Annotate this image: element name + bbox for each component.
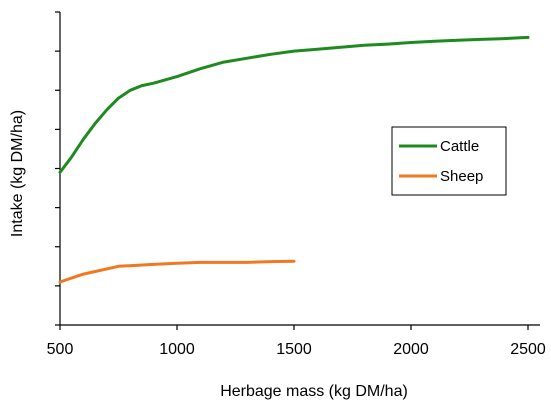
series-line-cattle <box>58 35 530 174</box>
chart-tick-labels: 500 1000 1500 2000 2500 <box>47 341 546 358</box>
y-axis-title: Intake (kg DM/ha) <box>9 110 26 237</box>
x-tick-label: 500 <box>47 341 74 358</box>
legend-box <box>391 126 507 196</box>
x-tick-label: 2500 <box>510 341 546 358</box>
legend-label-cattle: Cattle <box>440 138 479 155</box>
x-tick-label: 1000 <box>159 341 195 358</box>
x-tick-label: 1500 <box>276 341 312 358</box>
x-axis-title: Herbage mass (kg DM/ha) <box>220 383 408 400</box>
chart-series <box>58 35 530 284</box>
chart-ticks <box>55 11 529 330</box>
series-line-sheep <box>58 259 296 284</box>
legend-label-sheep: Sheep <box>440 168 483 185</box>
legend: Cattle Sheep <box>391 126 507 196</box>
x-tick-label: 2000 <box>393 341 429 358</box>
